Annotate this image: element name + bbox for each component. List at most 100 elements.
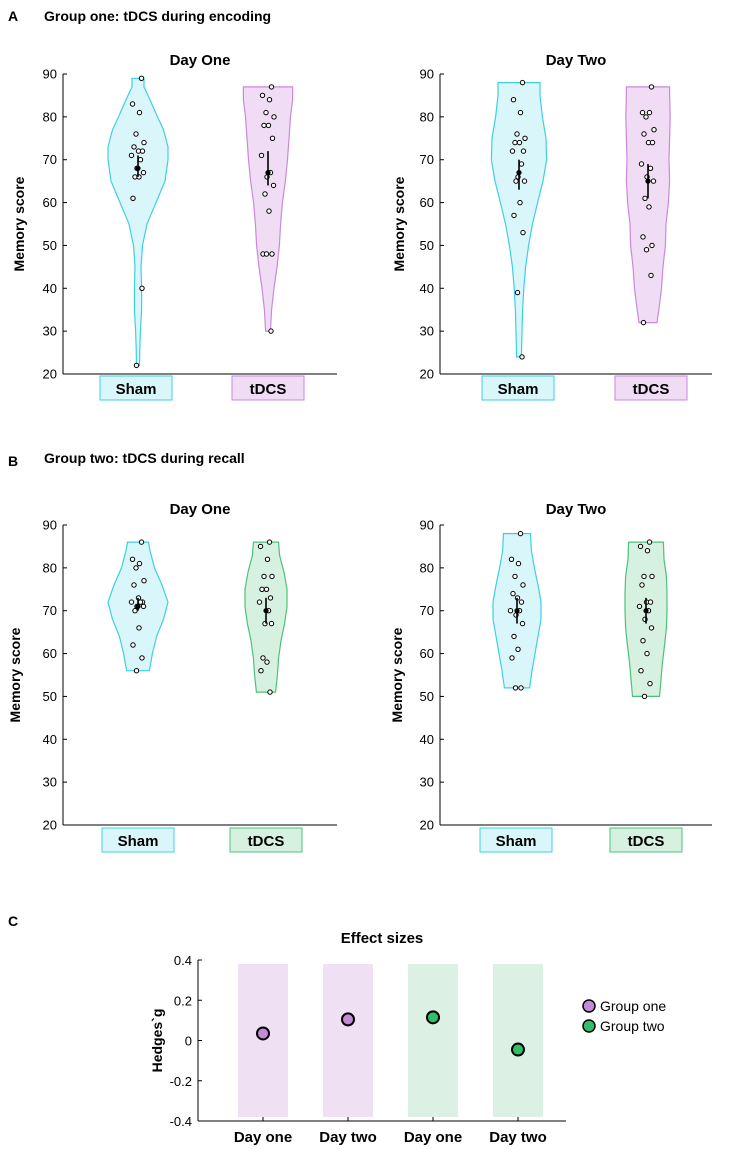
- y-tick-label: 90: [43, 518, 57, 533]
- category-band: [238, 964, 288, 1117]
- legend-marker: [582, 999, 596, 1013]
- data-point: [519, 620, 526, 627]
- legend-label: Group one: [600, 998, 666, 1014]
- effect-size-marker: [426, 1010, 440, 1025]
- data-point: [512, 573, 518, 580]
- data-point: [639, 109, 646, 116]
- data-point: [638, 668, 644, 674]
- y-tick-label: 90: [420, 518, 434, 533]
- y-tick-label: 0.2: [174, 993, 192, 1008]
- data-point: [517, 109, 524, 116]
- data-point: [266, 539, 273, 545]
- effect-size-marker: [511, 1042, 525, 1057]
- data-point: [136, 109, 143, 116]
- data-point: [518, 161, 525, 167]
- data-point: [132, 608, 138, 614]
- category-label-sham: Sham: [116, 381, 157, 398]
- data-point: [636, 603, 643, 610]
- data-point: [141, 139, 147, 146]
- category-label-tdcs: tDCS: [633, 381, 670, 398]
- x-tick-label: Day two: [489, 1129, 547, 1146]
- y-tick-label: 30: [43, 324, 57, 339]
- data-point: [509, 655, 515, 661]
- data-point: [259, 586, 265, 592]
- data-point: [641, 131, 647, 137]
- data-point: [651, 127, 657, 133]
- effect-size-marker: [341, 1012, 355, 1027]
- effect-size-marker: [256, 1026, 270, 1041]
- mean-marker: [645, 178, 651, 184]
- violin-series-sham: [107, 539, 169, 674]
- data-point: [263, 109, 269, 116]
- y-tick-label: 60: [43, 195, 57, 210]
- data-point: [646, 204, 652, 210]
- category-label-tdcs: tDCS: [628, 833, 665, 850]
- plot-title: Day One: [170, 52, 231, 69]
- data-point: [129, 556, 136, 562]
- category-band: [408, 964, 458, 1117]
- data-point: [644, 548, 651, 554]
- category-label-tdcs: tDCS: [248, 833, 285, 850]
- data-point: [515, 560, 522, 567]
- y-tick-label: 70: [43, 152, 57, 167]
- data-point: [128, 599, 135, 605]
- data-point: [266, 208, 272, 214]
- category-label-box: [609, 827, 683, 853]
- plot-title: Day One: [170, 501, 231, 518]
- data-point: [268, 84, 275, 90]
- panel-letter-c: C: [8, 913, 18, 929]
- data-point: [267, 689, 273, 695]
- y-tick-label: 20: [420, 367, 434, 382]
- data-point: [641, 693, 648, 700]
- data-point: [648, 272, 654, 279]
- mean-marker: [135, 603, 141, 610]
- data-point: [639, 582, 645, 588]
- data-point: [133, 362, 140, 369]
- mean-marker: [265, 169, 271, 176]
- data-point: [264, 556, 271, 562]
- data-point: [139, 285, 145, 291]
- category-label-box: [231, 375, 305, 401]
- data-point: [640, 234, 646, 240]
- data-point: [511, 633, 517, 640]
- data-point: [641, 573, 647, 580]
- data-point: [508, 556, 515, 562]
- data-point: [514, 289, 521, 296]
- y-tick-label: 50: [43, 689, 57, 704]
- data-point: [646, 109, 653, 116]
- data-point: [137, 599, 144, 605]
- data-point: [643, 114, 649, 120]
- data-point: [137, 157, 144, 163]
- y-tick-label: 60: [43, 646, 57, 661]
- data-point: [140, 169, 147, 176]
- legend-label: Group two: [600, 1018, 665, 1034]
- data-point: [642, 195, 648, 202]
- data-point: [646, 539, 653, 545]
- x-tick-label: Day one: [404, 1129, 462, 1146]
- y-tick-label: -0.2: [170, 1074, 192, 1089]
- data-point: [271, 114, 277, 120]
- data-point: [637, 543, 644, 550]
- y-tick-label: 20: [420, 818, 434, 833]
- data-point: [517, 530, 524, 537]
- data-point: [513, 178, 519, 184]
- y-axis-label: Memory score: [7, 627, 23, 722]
- plot-title: Effect sizes: [341, 930, 424, 947]
- data-point: [263, 586, 270, 592]
- y-tick-label: 90: [420, 67, 434, 82]
- data-point: [140, 603, 147, 610]
- category-label-box: [101, 827, 175, 853]
- data-point: [520, 582, 526, 588]
- y-tick-label: 70: [420, 152, 434, 167]
- data-point: [640, 319, 647, 326]
- data-point: [507, 608, 514, 614]
- y-axis-label: Memory score: [11, 176, 27, 271]
- data-point: [650, 178, 657, 184]
- violin-plot-a-day-one: Day One 20 30 40 50 60 70 80 90 Memory score Sham t…: [11, 52, 337, 401]
- data-point: [267, 595, 274, 601]
- mean-marker: [516, 169, 522, 176]
- y-tick-label: 30: [43, 775, 57, 790]
- panel-letter-a: A: [8, 8, 18, 24]
- category-band: [493, 964, 543, 1117]
- y-axis-label: Hedges`g: [149, 1009, 165, 1073]
